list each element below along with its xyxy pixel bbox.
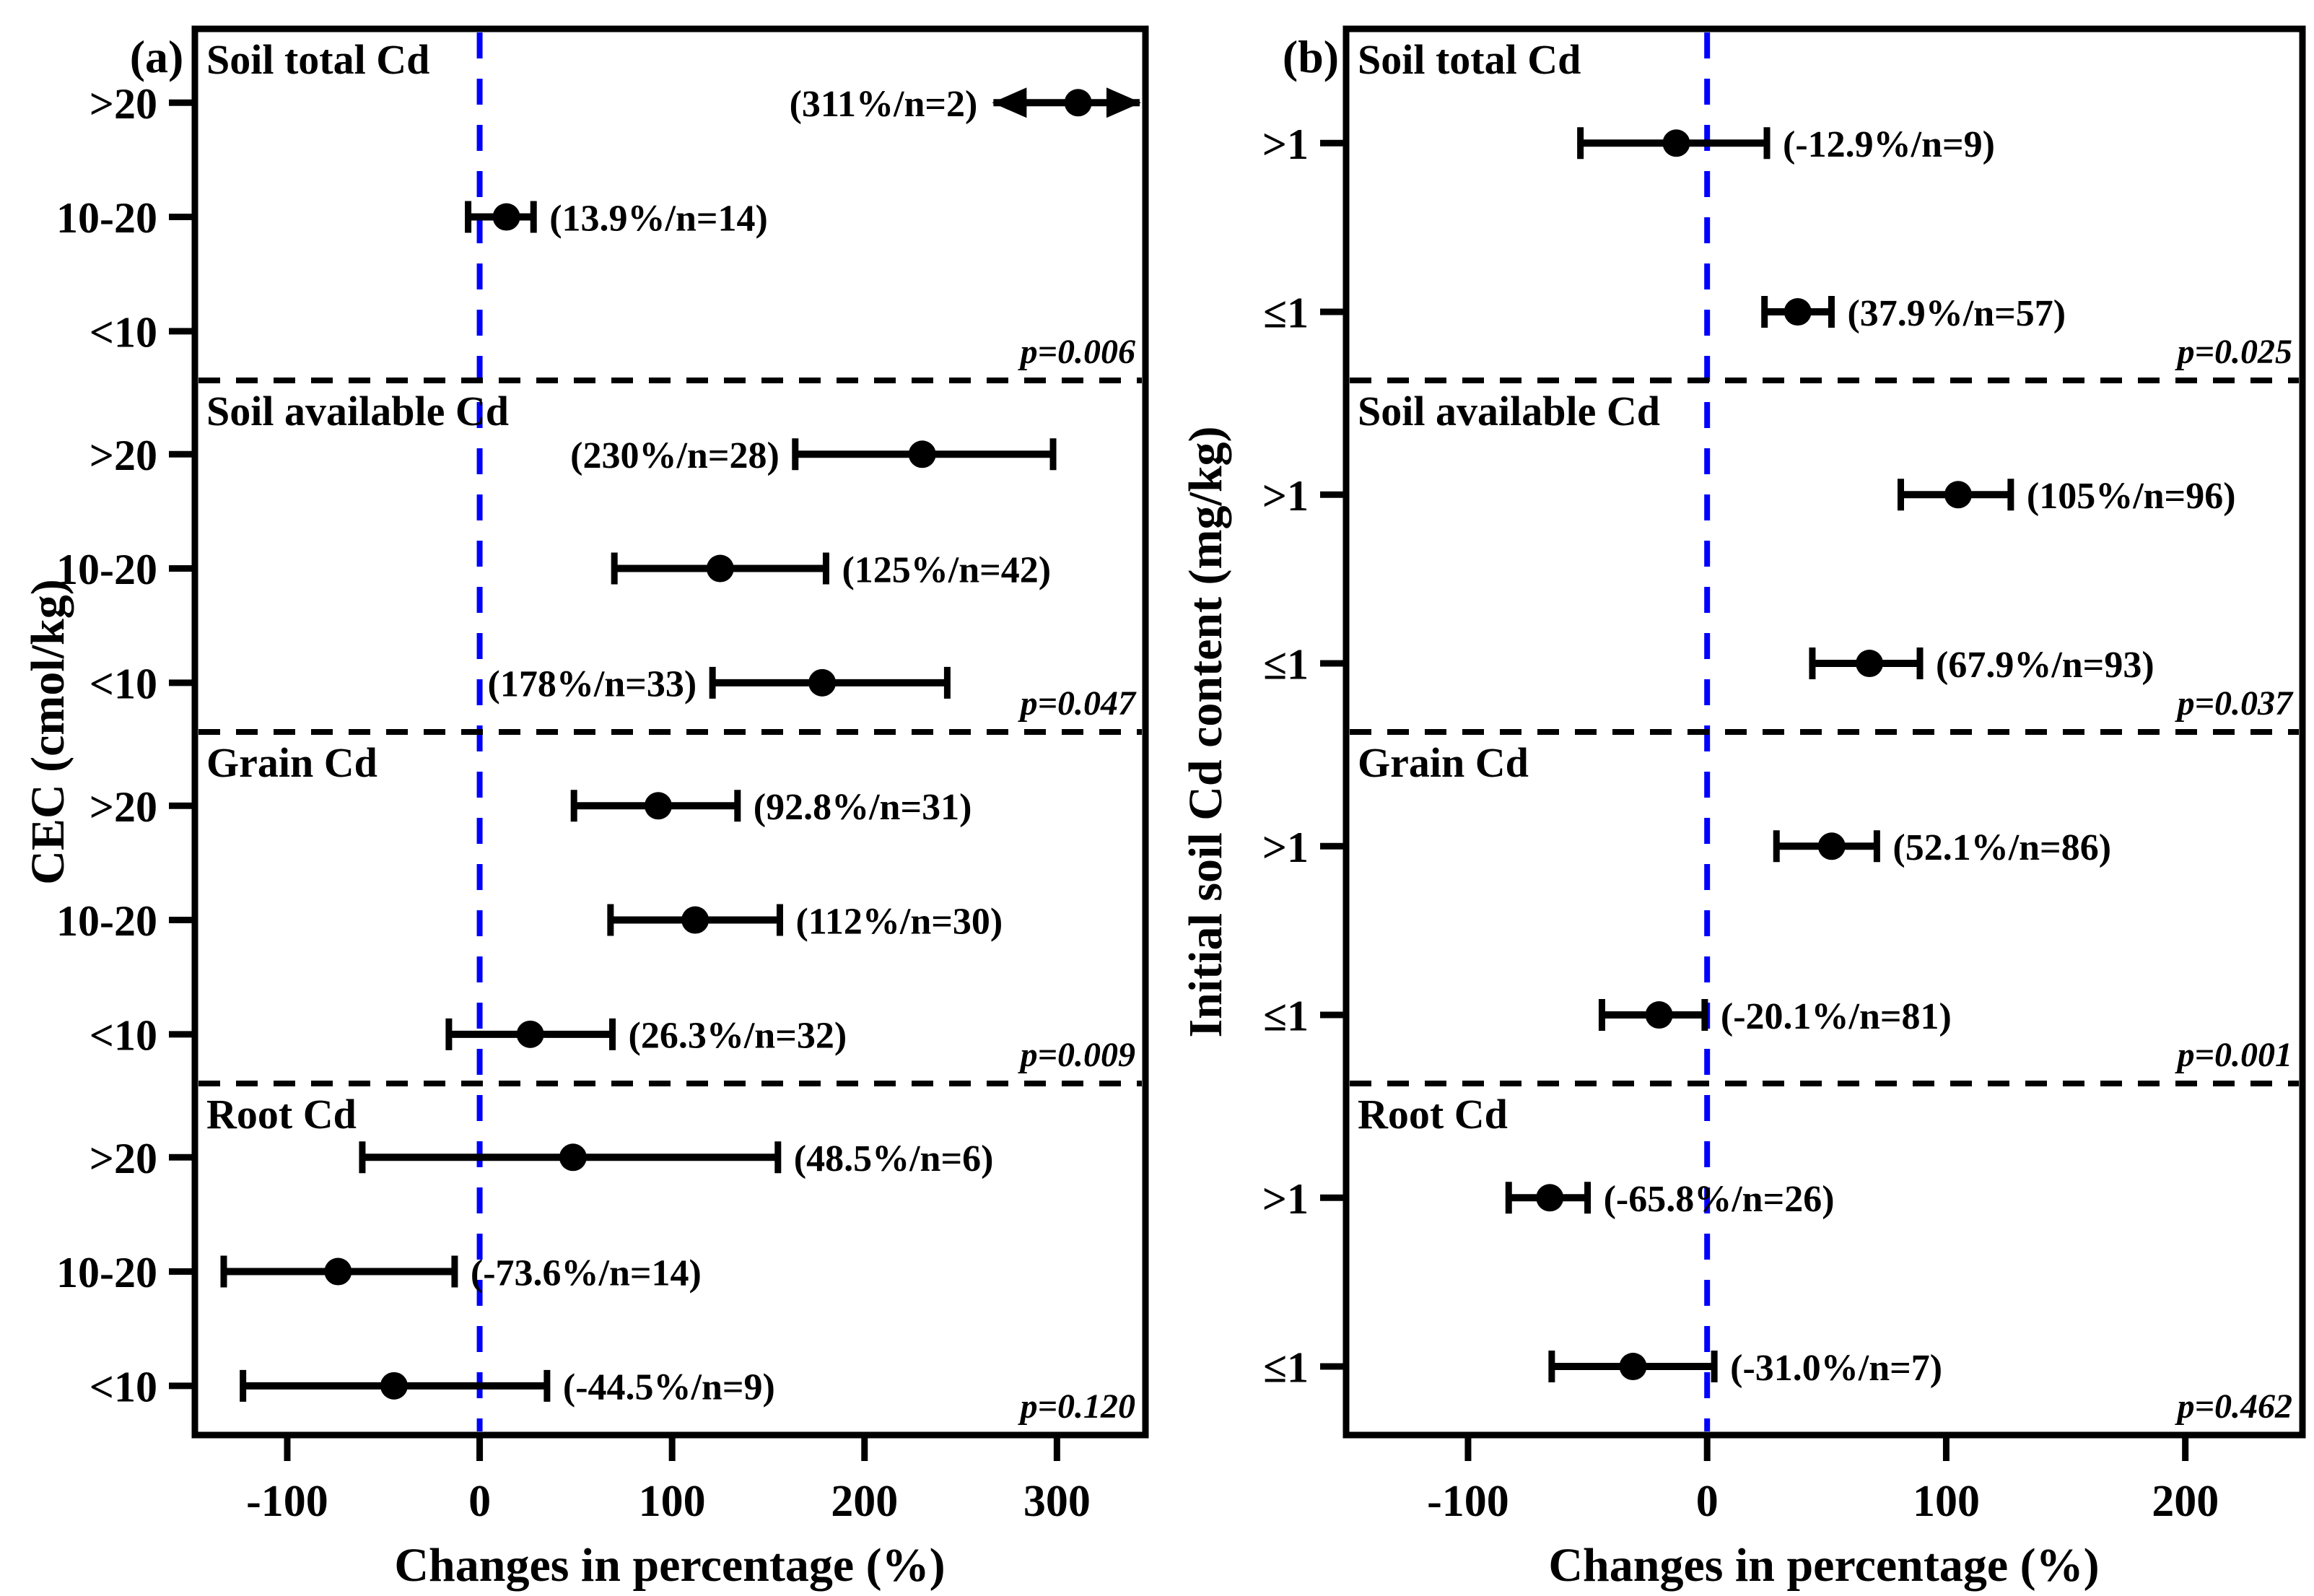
y-tick-label: 10-20 <box>56 546 157 593</box>
data-point-label: (26.3%/n=32) <box>629 1016 847 1057</box>
p-value-label: p=0.120 <box>1018 1387 1135 1426</box>
panel-a-x-axis-title: Changes in percentage (%) <box>394 1539 945 1592</box>
y-tick-label: >20 <box>89 80 157 128</box>
data-point-label: (-65.8%/n=26) <box>1604 1179 1835 1220</box>
p-value-label: p=0.462 <box>2175 1387 2292 1426</box>
section-header: Soil available Cd <box>206 388 509 435</box>
x-tick-label: -100 <box>246 1477 328 1526</box>
section-header: Grain Cd <box>1358 739 1529 786</box>
data-point <box>380 1372 408 1400</box>
panel-b-y-axis-title: Initial soil Cd content (mg/kg) <box>1179 426 1232 1037</box>
y-tick-label: >20 <box>89 1135 157 1182</box>
y-tick-label: 10-20 <box>56 194 157 242</box>
data-point-label: (112%/n=30) <box>795 901 1003 942</box>
y-tick-label: 10-20 <box>56 897 157 945</box>
data-point-label: (-31.0%/n=7) <box>1730 1348 1942 1389</box>
y-tick-label: <10 <box>89 1363 157 1410</box>
x-tick-label: 200 <box>2152 1477 2219 1526</box>
data-point <box>706 554 734 583</box>
y-tick-label: >20 <box>89 783 157 831</box>
p-value-label: p=0.037 <box>2175 684 2294 723</box>
y-tick-label: ≤1 <box>1263 641 1309 689</box>
chart-render-root: -100 0 100 200 300 Soil total Cd p=0.006 >20 (31… <box>56 25 2306 1526</box>
data-point-label: (13.9%/n=14) <box>549 198 768 239</box>
section-header: Root Cd <box>206 1091 357 1138</box>
p-value-label: p=0.025 <box>2175 333 2292 371</box>
y-tick-label: ≤1 <box>1263 289 1309 337</box>
data-point <box>1645 1001 1673 1029</box>
y-tick-label: >1 <box>1262 1175 1309 1223</box>
y-tick-label: ≤1 <box>1263 1344 1309 1392</box>
data-point-label: (311%/n=2) <box>790 84 978 125</box>
panel-a-y-axis-title: CEC (cmol/kg) <box>22 579 74 884</box>
x-tick-label: 300 <box>1023 1477 1091 1526</box>
x-tick-label: 100 <box>1913 1477 1980 1526</box>
x-tick-label: 100 <box>639 1477 706 1526</box>
panel-b-x-axis-title: Changes in percentage (%) <box>1548 1539 2099 1592</box>
data-point-label: (-73.6%/n=14) <box>471 1252 702 1294</box>
x-tick-label: 0 <box>1696 1477 1719 1526</box>
y-tick-label: >20 <box>89 432 157 479</box>
data-point-label: (52.1%/n=86) <box>1892 827 2111 868</box>
p-value-label: p=0.001 <box>2175 1036 2292 1074</box>
data-point <box>516 1020 544 1048</box>
y-tick-label: >1 <box>1262 824 1309 871</box>
p-value-label: p=0.009 <box>1018 1036 1135 1074</box>
data-point <box>1064 89 1092 117</box>
data-point-label: (-12.9%/n=9) <box>1783 124 1995 165</box>
p-value-label: p=0.006 <box>1018 333 1135 371</box>
x-tick-label: -100 <box>1427 1477 1509 1526</box>
data-point <box>1536 1184 1564 1212</box>
panel-b-letter: (b) <box>1283 31 1339 82</box>
y-tick-label: >1 <box>1262 121 1309 168</box>
data-point <box>681 906 710 934</box>
y-tick-label: <10 <box>89 1011 157 1059</box>
data-point <box>492 203 520 231</box>
data-point <box>1817 832 1846 860</box>
data-point <box>808 668 837 697</box>
section-header: Soil total Cd <box>1358 36 1581 83</box>
x-tick-label: 0 <box>468 1477 491 1526</box>
section-header: Soil total Cd <box>206 36 429 83</box>
data-point <box>324 1257 352 1286</box>
plot-box <box>1342 25 2306 1439</box>
section-header: Grain Cd <box>206 739 377 786</box>
data-point-label: (125%/n=42) <box>842 549 1051 590</box>
section-header: Soil available Cd <box>1358 388 1660 435</box>
y-tick-label: <10 <box>89 660 157 707</box>
data-point <box>644 792 672 820</box>
data-point-label: (67.9%/n=93) <box>1936 645 2154 686</box>
section-header: Root Cd <box>1358 1091 1508 1138</box>
data-point <box>1856 650 1884 678</box>
p-value-label: p=0.047 <box>1018 684 1137 723</box>
y-tick-label: 10-20 <box>56 1249 157 1296</box>
data-point-label: (48.5%/n=6) <box>794 1138 994 1179</box>
data-point <box>1662 129 1690 157</box>
data-point <box>1783 298 1812 326</box>
left-arrow-icon <box>992 87 1027 118</box>
data-point-label: (105%/n=96) <box>2027 476 2236 517</box>
data-point <box>1619 1353 1647 1381</box>
data-point <box>908 440 936 468</box>
data-point-label: (230%/n=28) <box>570 435 780 476</box>
data-point-label: (178%/n=33) <box>488 664 697 705</box>
y-tick-label: >1 <box>1262 472 1309 520</box>
data-point <box>559 1143 587 1172</box>
data-point-label: (92.8%/n=31) <box>754 787 972 828</box>
data-point-label: (-44.5%/n=9) <box>563 1367 775 1408</box>
y-tick-label: <10 <box>89 308 157 356</box>
right-arrow-icon <box>1106 87 1142 118</box>
data-point-label: (37.9%/n=57) <box>1847 293 2066 334</box>
data-point-label: (-20.1%/n=81) <box>1721 996 1952 1037</box>
data-point <box>1944 481 1972 509</box>
panel-a-letter: (a) <box>130 31 184 82</box>
y-tick-label: ≤1 <box>1263 993 1309 1040</box>
x-tick-label: 200 <box>831 1477 898 1526</box>
